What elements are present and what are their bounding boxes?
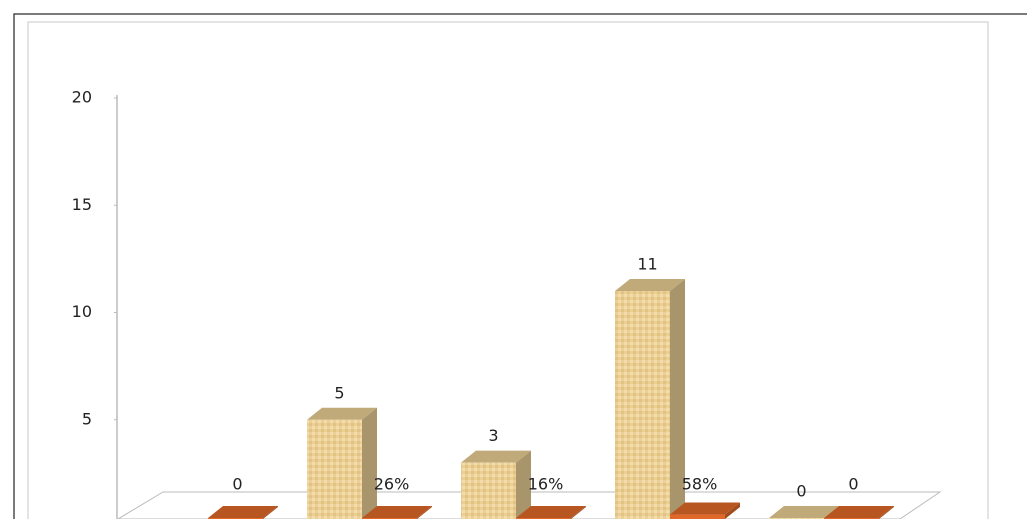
bar-top bbox=[307, 407, 377, 420]
data-label: 0 bbox=[848, 475, 858, 494]
bar-side bbox=[362, 407, 377, 519]
bar bbox=[670, 514, 725, 519]
bar-top bbox=[516, 506, 586, 518]
bar-side bbox=[670, 279, 685, 519]
data-label: 3 bbox=[488, 426, 498, 445]
bar-side bbox=[417, 506, 432, 519]
bar-top bbox=[208, 506, 278, 518]
bar-top bbox=[362, 506, 432, 518]
bar-side bbox=[725, 502, 740, 519]
data-label: 11 bbox=[637, 255, 657, 274]
y-tick-label: 10 bbox=[72, 302, 92, 321]
plot-frame bbox=[27, 21, 989, 519]
bar-top bbox=[461, 450, 531, 463]
bar bbox=[461, 462, 516, 519]
bar bbox=[615, 291, 670, 519]
bar-top bbox=[670, 502, 740, 515]
bar-side bbox=[263, 506, 278, 519]
bar-side bbox=[516, 450, 531, 519]
bar-top bbox=[824, 506, 894, 518]
data-label: 26% bbox=[374, 475, 410, 494]
y-tick-label: 20 bbox=[72, 88, 92, 107]
bar-top bbox=[769, 506, 839, 518]
data-label: 58% bbox=[682, 475, 718, 494]
data-label: 5 bbox=[334, 383, 344, 402]
data-label: 0 bbox=[232, 475, 242, 494]
data-label: 16% bbox=[528, 475, 564, 494]
y-tick-label: 5 bbox=[82, 409, 92, 428]
data-label: 0 bbox=[796, 482, 806, 501]
bar bbox=[307, 419, 362, 519]
bar-side bbox=[879, 506, 894, 519]
bar-side bbox=[571, 506, 586, 519]
bar-top bbox=[615, 279, 685, 292]
y-tick-label: 15 bbox=[72, 195, 92, 214]
